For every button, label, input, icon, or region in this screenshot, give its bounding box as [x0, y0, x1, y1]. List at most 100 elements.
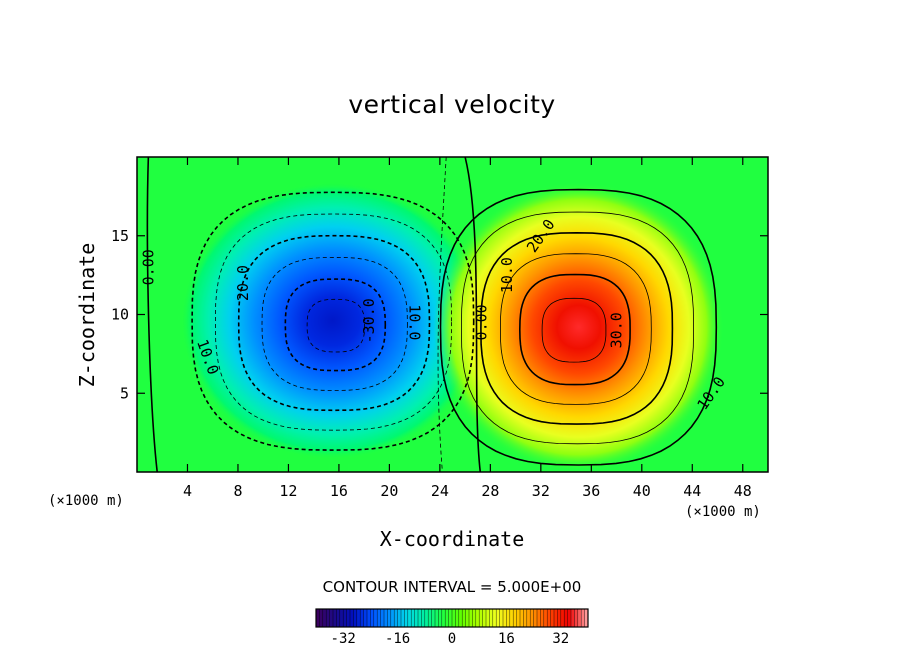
- colorbar-segment: [407, 609, 412, 627]
- colorbar-segment: [421, 609, 426, 627]
- colorbar-segment: [418, 609, 422, 627]
- x-axis-unit: (×1000 m): [685, 504, 761, 520]
- colorbar-tick-label: 0: [448, 631, 456, 647]
- contour-label: 10.0: [498, 257, 516, 293]
- colorbar-segment: [370, 609, 375, 627]
- colorbar-segment: [564, 609, 568, 627]
- positive-contour: [480, 231, 674, 425]
- colorbar-segment: [387, 609, 392, 627]
- colorbar-segment: [322, 609, 327, 627]
- colorbar-segment: [533, 609, 538, 627]
- colorbar-segment: [452, 609, 456, 627]
- plot-area: [137, 157, 768, 472]
- x-tick-label: 48: [734, 482, 752, 500]
- colorbar-segment: [526, 609, 531, 627]
- x-tick-label: 36: [582, 482, 600, 500]
- negative-contour: [191, 191, 475, 451]
- colorbar-segment: [571, 609, 575, 627]
- colorbar-segment: [577, 609, 582, 627]
- colorbar-tick-label: -32: [331, 631, 356, 647]
- colorbar-segment: [547, 609, 551, 627]
- colorbar-segment: [353, 609, 358, 627]
- colorbar-segment: [584, 609, 589, 627]
- colorbar-segment: [336, 609, 341, 627]
- colorbar-segment: [543, 609, 548, 627]
- colorbar-segment: [394, 609, 398, 627]
- x-tick-label: 8: [233, 482, 242, 500]
- colorbar-segment: [428, 609, 432, 627]
- colorbar-segment: [356, 609, 361, 627]
- y-axis-ticks: 5 10 15: [111, 227, 768, 402]
- colorbar-segment: [343, 609, 347, 627]
- positive-contour: [499, 253, 652, 405]
- colorbar-segment: [550, 609, 555, 627]
- colorbar-segment: [367, 609, 371, 627]
- colorbar-segment: [560, 609, 565, 627]
- x-tick-label: 12: [279, 482, 297, 500]
- colorbar-segment: [475, 609, 480, 627]
- colorbar-segment: [316, 609, 320, 627]
- y-tick-label: 10: [111, 306, 129, 324]
- colorbar-segment: [397, 609, 402, 627]
- colorbar-segment: [424, 609, 429, 627]
- colorbar-segment: [506, 609, 511, 627]
- colorbar-segment: [537, 609, 541, 627]
- colorbar-segment: [523, 609, 528, 627]
- colorbar-segment: [567, 609, 572, 627]
- x-tick-label: 20: [380, 482, 398, 500]
- colorbar-segment: [373, 609, 378, 627]
- colorbar-segment: [540, 609, 545, 627]
- negative-contour: [214, 213, 453, 431]
- colorbar-segment: [557, 609, 562, 627]
- colorbar-segment: [448, 609, 453, 627]
- colorbar-segment: [390, 609, 395, 627]
- colorbar-segment: [441, 609, 446, 627]
- colorbar-segment: [445, 609, 449, 627]
- x-axis-ticks: 4 8 12 16 20 24 28 32 36 40 44 48: [183, 157, 752, 500]
- colorbar-tick-label: 16: [498, 631, 515, 647]
- colorbar-segment: [329, 609, 334, 627]
- colorbar-segment: [401, 609, 405, 627]
- chart-title: vertical velocity: [348, 90, 555, 119]
- colorbar-segment: [339, 609, 344, 627]
- colorbar-segment: [319, 609, 324, 627]
- contour-label: 20.0: [234, 265, 252, 301]
- colorbar-segment: [509, 609, 514, 627]
- colorbar-segment: [486, 609, 490, 627]
- colorbar-segment: [513, 609, 517, 627]
- contour-label: -30.0: [360, 298, 378, 343]
- x-tick-label: 4: [183, 482, 192, 500]
- colorbar-segment: [363, 609, 368, 627]
- x-tick-label: 44: [683, 482, 701, 500]
- colorbar-segment: [346, 609, 351, 627]
- positive-contour: [541, 297, 607, 363]
- colorbar-segment: [414, 609, 419, 627]
- colorbar-segment: [435, 609, 439, 627]
- colorbar-segment: [520, 609, 524, 627]
- negative-contour: [306, 298, 366, 353]
- colorbar-segment: [472, 609, 477, 627]
- colorbar-tick-label: -16: [385, 631, 410, 647]
- colorbar-segment: [465, 609, 470, 627]
- y-tick-label: 5: [120, 384, 129, 402]
- positive-contour: [439, 188, 718, 466]
- colorbar-segment: [384, 609, 388, 627]
- positive-contour: [460, 211, 695, 445]
- x-tick-label: 16: [330, 482, 348, 500]
- weak-contour: [437, 157, 447, 472]
- colorbar-segment: [462, 609, 466, 627]
- colorbar-segment: [350, 609, 354, 627]
- contour-lines: [146, 157, 718, 472]
- colorbar-segment: [326, 609, 330, 627]
- colorbar: -32 -16 0 16 32: [315, 608, 589, 647]
- x-axis-label: X-coordinate: [380, 527, 525, 551]
- y-axis-label: Z-coordinate: [75, 243, 99, 388]
- colorbar-segment: [455, 609, 460, 627]
- colorbar-tick-label: 32: [552, 631, 569, 647]
- colorbar-segment: [411, 609, 415, 627]
- colorbar-segment: [530, 609, 534, 627]
- positive-contour: [518, 273, 631, 386]
- colorbar-segment: [581, 609, 585, 627]
- x-tick-label: 28: [481, 482, 499, 500]
